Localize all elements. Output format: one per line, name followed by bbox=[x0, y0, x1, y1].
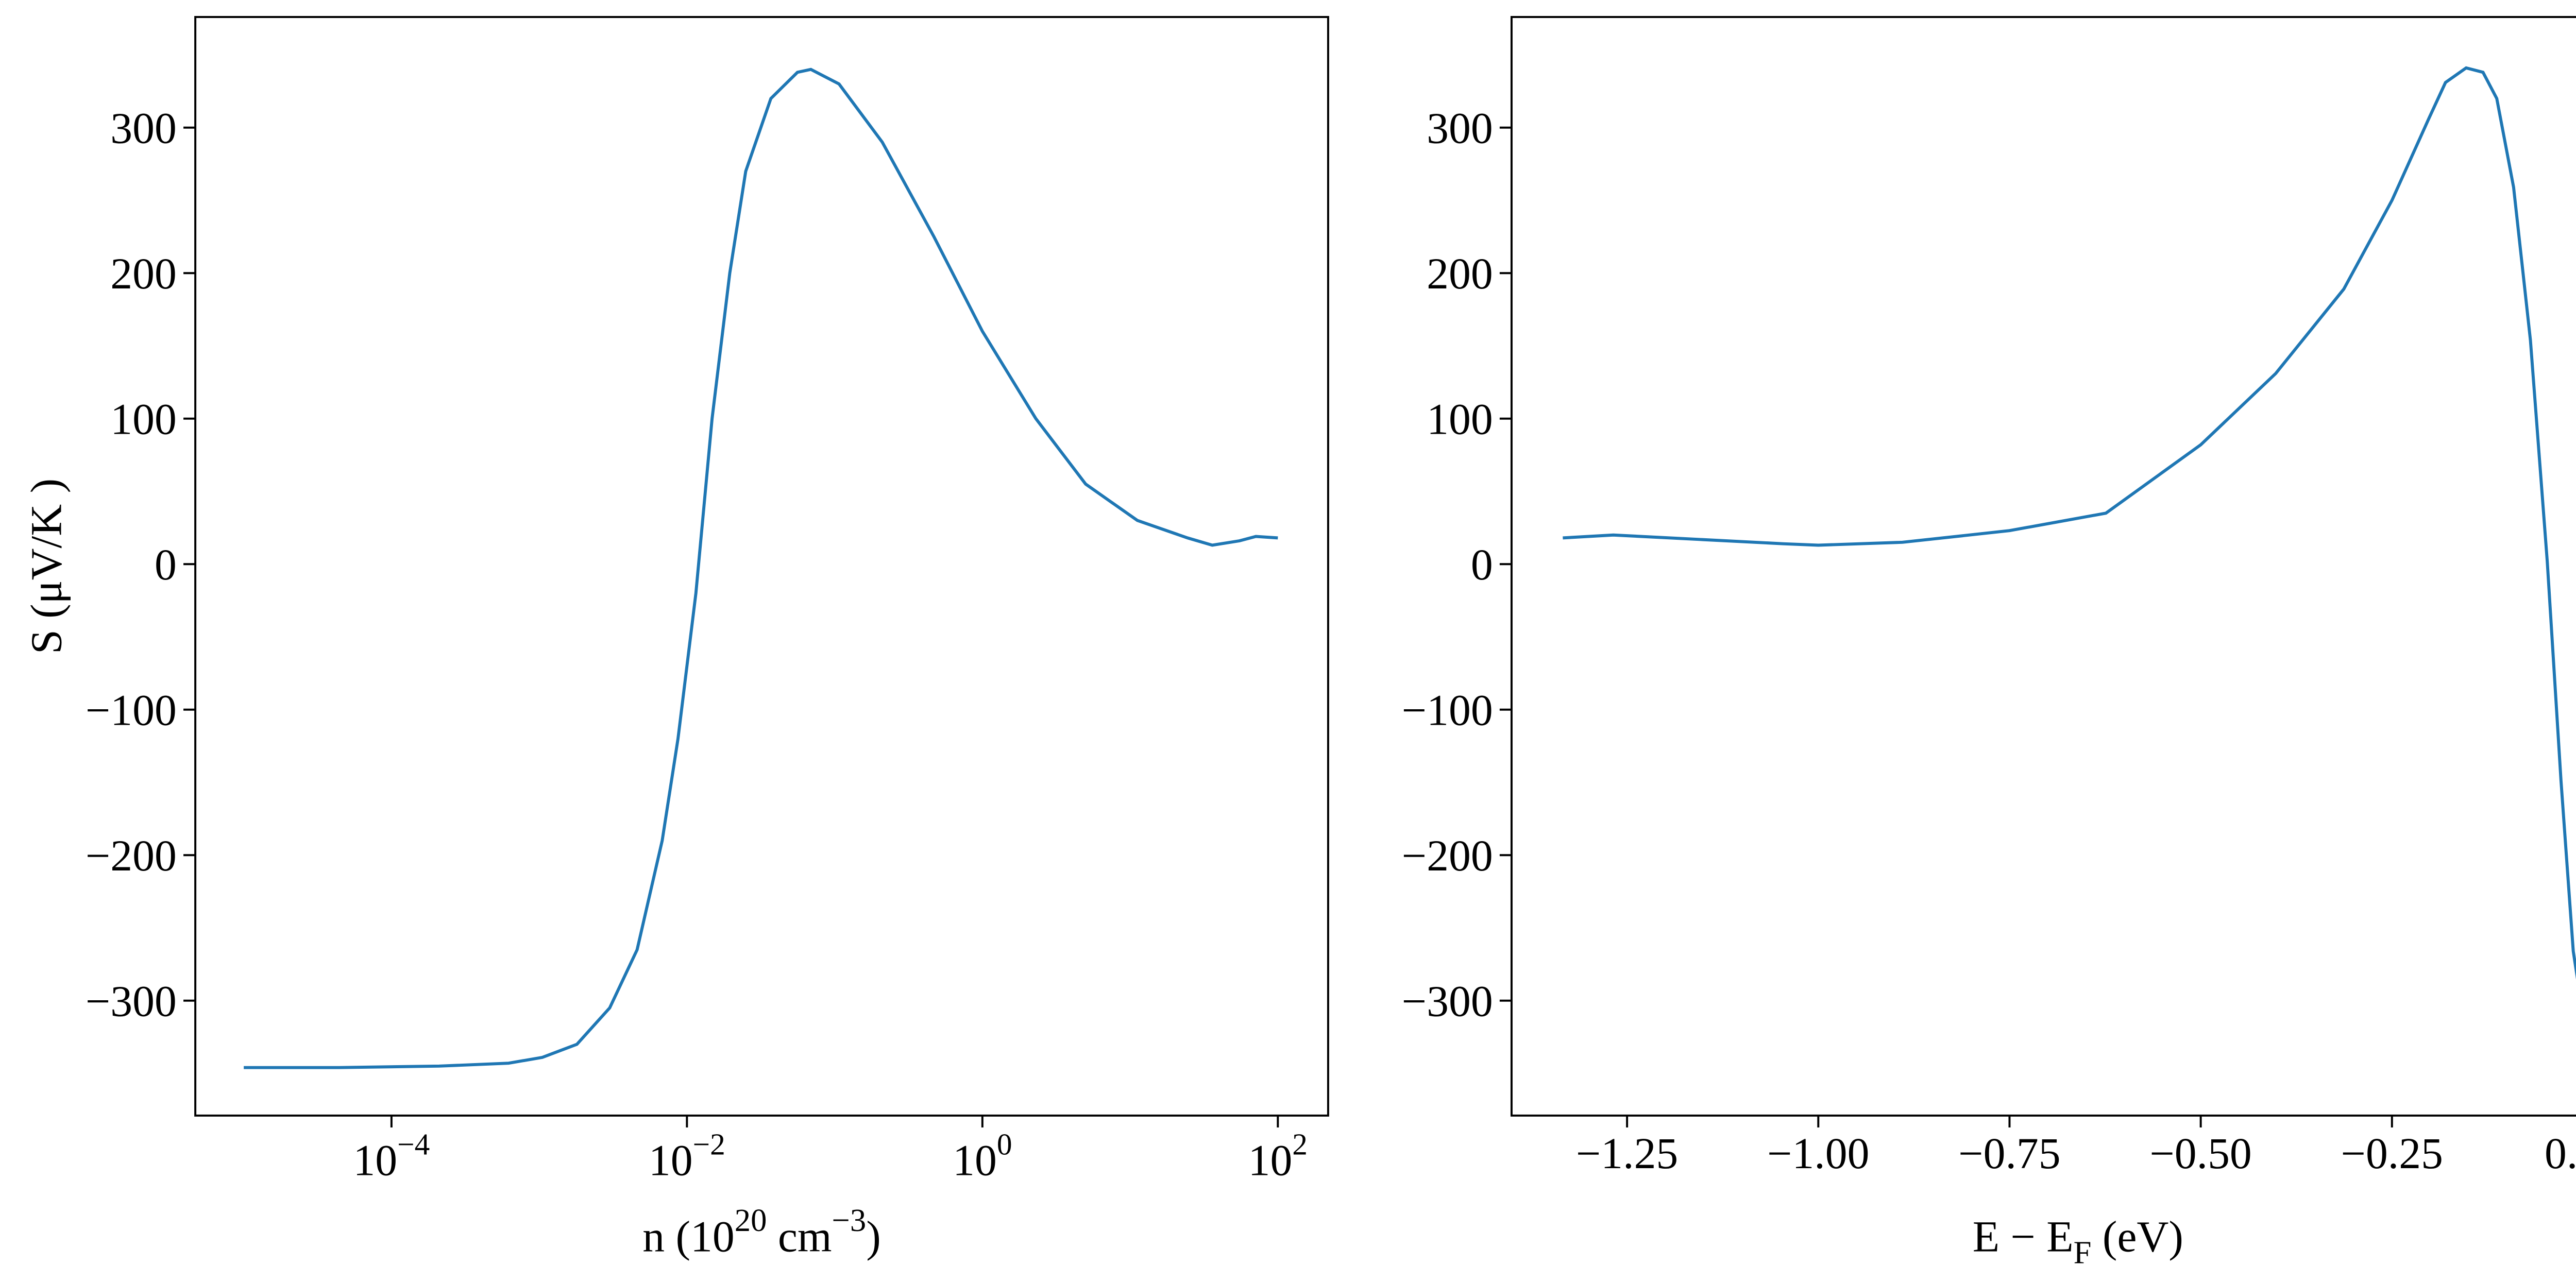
x-axis-label: E − EF (eV) bbox=[1973, 1212, 2183, 1271]
x-tick-power: 2 bbox=[1292, 1127, 1308, 1161]
y-tick-label: −100 bbox=[86, 686, 177, 734]
y-tick-label: 300 bbox=[110, 104, 177, 152]
x-axis-label-part: −3 bbox=[832, 1202, 867, 1238]
y-tick-label: 0 bbox=[155, 540, 177, 589]
y-tick-label: −200 bbox=[1402, 831, 1493, 880]
x-tick-base: 10 bbox=[353, 1136, 397, 1185]
x-axis-label-part: n (10 bbox=[642, 1212, 735, 1261]
x-tick-label: 0.00 bbox=[2545, 1129, 2576, 1178]
x-tick-label: 100 bbox=[953, 1127, 1012, 1185]
x-axis-label-part: cm bbox=[767, 1212, 832, 1261]
x-tick-label: 102 bbox=[1248, 1127, 1308, 1185]
series-line bbox=[1563, 66, 2576, 980]
x-tick-label: −0.50 bbox=[2149, 1129, 2251, 1178]
x-axis-label-part: 20 bbox=[735, 1202, 767, 1238]
y-tick-label: −100 bbox=[1402, 686, 1493, 734]
y-tick-label: 200 bbox=[110, 249, 177, 298]
x-tick-label: −1.00 bbox=[1767, 1129, 1869, 1178]
y-tick-label: −200 bbox=[86, 831, 177, 880]
y-tick-label: −300 bbox=[1402, 977, 1493, 1025]
y-tick-label: −300 bbox=[86, 977, 177, 1025]
series-line bbox=[244, 67, 1278, 1069]
x-axis-label-part: ) bbox=[866, 1212, 881, 1261]
x-axis-label-part: E − E bbox=[1973, 1212, 2074, 1261]
x-axis-label-part: F bbox=[2074, 1235, 2092, 1271]
x-tick-base: 10 bbox=[1248, 1136, 1293, 1185]
y-tick-label: 100 bbox=[110, 395, 177, 443]
x-tick-base: 10 bbox=[649, 1136, 693, 1185]
x-axis-label-part: (eV) bbox=[2091, 1212, 2183, 1261]
x-tick-label: −0.75 bbox=[1958, 1129, 2060, 1178]
y-tick-label: 200 bbox=[1427, 249, 1493, 298]
x-tick-power: −4 bbox=[397, 1127, 430, 1161]
plot-frame bbox=[194, 16, 1329, 1117]
x-tick-power: 0 bbox=[997, 1127, 1012, 1161]
plot-frame bbox=[1510, 16, 2576, 1117]
y-tick-label: 0 bbox=[1471, 540, 1493, 589]
y-tick-label: 300 bbox=[1427, 104, 1493, 152]
x-tick-label: 10−2 bbox=[649, 1127, 725, 1185]
x-tick-power: −2 bbox=[693, 1127, 725, 1161]
x-axis-label: n (1020 cm−3) bbox=[642, 1202, 880, 1261]
x-tick-base: 10 bbox=[953, 1136, 997, 1185]
x-tick-label: 10−4 bbox=[353, 1127, 430, 1185]
y-tick-label: 100 bbox=[1427, 395, 1493, 443]
x-tick-label: −0.25 bbox=[2341, 1129, 2443, 1178]
y-axis-label: S (μV/K ) bbox=[22, 478, 71, 654]
x-tick-label: −1.25 bbox=[1576, 1129, 1678, 1178]
